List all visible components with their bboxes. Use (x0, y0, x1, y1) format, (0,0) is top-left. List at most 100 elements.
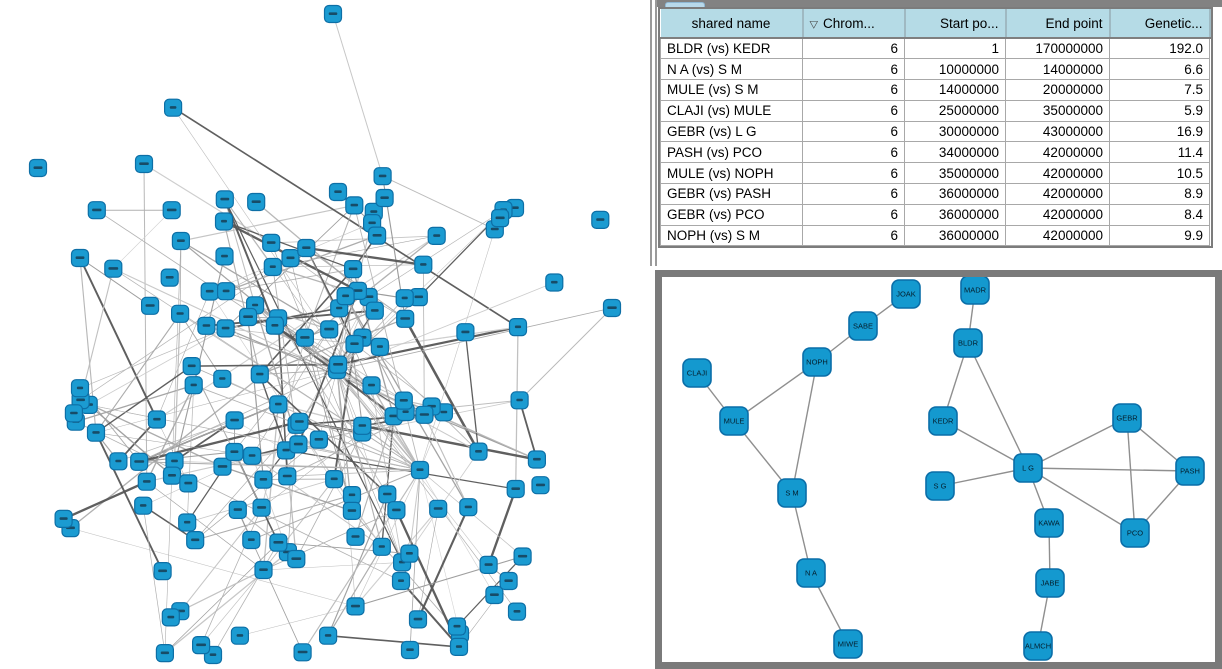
overview-node[interactable] (161, 608, 180, 627)
overview-edge[interactable] (179, 240, 182, 314)
overview-node[interactable] (243, 446, 262, 465)
network-node-gebr[interactable]: GEBR (1112, 403, 1142, 433)
overview-edge[interactable] (270, 242, 403, 563)
overview-node[interactable] (373, 167, 392, 186)
overview-node[interactable] (414, 255, 433, 274)
network-node-miwe[interactable]: MIWE (833, 629, 863, 659)
overview-edge[interactable] (306, 246, 424, 266)
overview-edge[interactable] (79, 257, 158, 420)
overview-node[interactable] (449, 637, 469, 657)
overview-node[interactable] (162, 466, 182, 485)
overview-node[interactable] (394, 391, 413, 410)
overview-node[interactable] (239, 307, 258, 327)
overview-node[interactable] (213, 369, 232, 388)
overview-node[interactable] (293, 643, 312, 662)
overview-node[interactable] (254, 560, 273, 580)
overview-edge[interactable] (179, 507, 263, 612)
overview-edge[interactable] (287, 469, 421, 477)
overview-edge[interactable] (172, 106, 519, 328)
overview-node[interactable] (342, 486, 362, 505)
overview-edge[interactable] (263, 562, 403, 571)
overview-node[interactable] (491, 209, 510, 228)
network-node-joak[interactable]: JOAK (891, 279, 921, 309)
overview-edge[interactable] (95, 365, 193, 434)
overview-node[interactable] (290, 412, 309, 431)
overview-node[interactable] (263, 257, 282, 277)
overview-edge[interactable] (79, 257, 151, 307)
overview-edge[interactable] (200, 507, 262, 646)
overview-edge[interactable] (487, 488, 517, 566)
overview-edge[interactable] (423, 414, 469, 508)
table-row[interactable]: NOPH (vs) S M 6 36000000 42000000 9.9 (660, 224, 1210, 247)
overview-edge[interactable] (327, 546, 383, 637)
overview-edge[interactable] (63, 480, 148, 520)
overview-node[interactable] (395, 289, 414, 308)
overview-node[interactable] (325, 470, 344, 489)
overview-edge[interactable] (362, 424, 538, 461)
overview-node[interactable] (427, 226, 446, 245)
table-row[interactable]: BLDR (vs) KEDR 6 1 170000000 192.0 (660, 37, 1210, 60)
overview-edge[interactable] (304, 337, 421, 471)
overview-node[interactable] (508, 318, 528, 337)
overview-node[interactable] (510, 391, 529, 410)
overview-edge[interactable] (195, 494, 353, 541)
overview-node[interactable] (485, 585, 504, 605)
overview-node[interactable] (297, 238, 316, 258)
overview-node[interactable] (70, 248, 90, 268)
overview-node[interactable] (147, 410, 166, 429)
overview-edge[interactable] (139, 404, 279, 463)
overview-edge[interactable] (251, 469, 421, 541)
overview-edge[interactable] (173, 313, 181, 462)
overview-node[interactable] (545, 273, 564, 292)
overview-node[interactable] (214, 212, 234, 231)
overview-edge[interactable] (156, 291, 210, 420)
overview-node[interactable] (396, 309, 415, 328)
overview-edge[interactable] (88, 404, 421, 471)
network-node-claji[interactable]: CLAJI (682, 358, 712, 388)
overview-edge[interactable] (139, 461, 421, 471)
network-node-madr[interactable]: MADR (960, 277, 990, 305)
overview-node[interactable] (400, 640, 420, 660)
overview-edge[interactable] (180, 204, 355, 242)
overview-node[interactable] (346, 597, 365, 616)
overview-edge[interactable] (146, 481, 264, 571)
overview-node[interactable] (400, 544, 419, 563)
overview-edge[interactable] (80, 257, 291, 401)
overview-node[interactable] (192, 635, 211, 655)
overview-node[interactable] (87, 201, 106, 220)
overview-edge[interactable] (304, 310, 376, 339)
overview-node[interactable] (375, 188, 394, 208)
overview-node[interactable] (345, 334, 364, 354)
overview-node[interactable] (104, 259, 123, 278)
overview-node[interactable] (336, 287, 355, 306)
column-header-genetic[interactable]: Genetic... (1109, 9, 1211, 39)
overview-edge[interactable] (336, 369, 421, 471)
overview-node[interactable] (456, 323, 475, 342)
overview-edge[interactable] (328, 634, 460, 648)
overview-node[interactable] (429, 499, 448, 518)
overview-edge[interactable] (79, 328, 226, 389)
network-detail-canvas[interactable]: JOAK MADR SABE BLDR NOPH CLAJI MULE KEDR GEBR L G… (662, 277, 1215, 662)
network-node-jabe[interactable]: JABE (1035, 568, 1065, 598)
overview-edge[interactable] (353, 205, 421, 471)
overview-edge[interactable] (95, 313, 181, 434)
network-node-s-m[interactable]: S M (777, 478, 807, 508)
overview-node[interactable] (153, 561, 172, 581)
overview-edge[interactable] (464, 332, 480, 452)
overview-edge[interactable] (180, 569, 264, 612)
overview-edge[interactable] (222, 378, 421, 471)
overview-node[interactable] (215, 190, 234, 209)
overview-edge[interactable] (337, 326, 519, 366)
overview-node[interactable] (171, 304, 190, 323)
overview-edge[interactable] (278, 403, 363, 427)
network-node-sabe[interactable]: SABE (848, 311, 878, 341)
overview-node[interactable] (295, 328, 314, 347)
network-node-mule[interactable]: MULE (719, 406, 749, 436)
overview-node[interactable] (507, 602, 527, 621)
overview-node[interactable] (155, 643, 174, 663)
network-node-kawa[interactable]: KAWA (1034, 508, 1064, 538)
overview-node[interactable] (323, 4, 343, 24)
overview-edge[interactable] (371, 385, 421, 471)
overview-edge[interactable] (400, 580, 460, 648)
overview-node[interactable] (387, 501, 406, 520)
